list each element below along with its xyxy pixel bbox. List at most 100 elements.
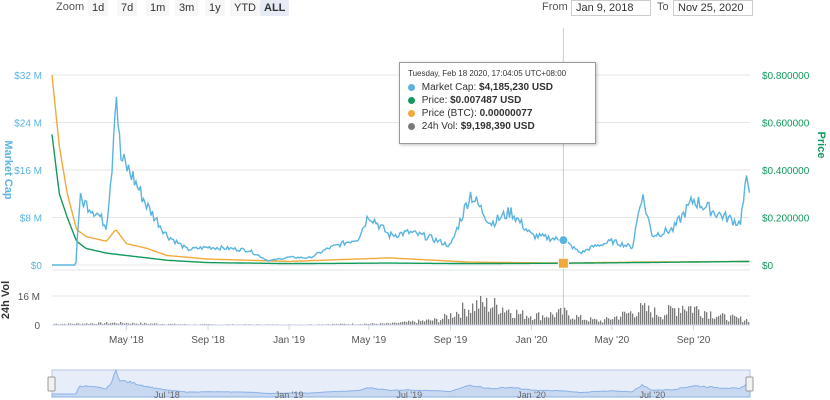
volume-bar	[144, 322, 146, 325]
volume-bar	[380, 323, 382, 325]
volume-bar	[568, 315, 570, 325]
volume-bar	[146, 323, 148, 325]
volume-bar	[546, 316, 548, 325]
volume-bar	[666, 314, 668, 325]
volume-bar	[84, 323, 86, 325]
volume-bar	[488, 311, 490, 325]
zoom-7d-button[interactable]: 7d	[117, 0, 138, 16]
zoom-1m-button[interactable]: 1m	[146, 0, 170, 16]
volume-bar	[406, 322, 408, 325]
zoom-1d-button[interactable]: 1d	[88, 0, 109, 16]
volume-bar	[394, 322, 396, 325]
to-date-input[interactable]	[673, 0, 753, 16]
volume-bar	[624, 311, 626, 325]
volume-bar	[528, 317, 530, 325]
volume-bar	[738, 318, 740, 325]
navigator-tick-label: Jul '20	[640, 390, 666, 400]
x-tick-label: May '18	[109, 335, 144, 346]
hover-markers	[557, 235, 569, 269]
volume-bar	[640, 303, 642, 325]
zoom-ytd-button[interactable]: YTD	[230, 0, 260, 16]
volume-bar	[136, 323, 138, 325]
volume-bar	[396, 323, 398, 325]
volume-bar	[742, 322, 744, 325]
volume-bar	[150, 323, 152, 325]
zoom-1y-button[interactable]: 1y	[205, 0, 225, 16]
tooltip-row-price-btc: Price (BTC): 0.00000077	[408, 107, 587, 120]
volume-bar	[628, 312, 630, 325]
volume-bar	[606, 317, 608, 325]
volume-bar	[106, 322, 108, 325]
volume-bar	[90, 323, 92, 325]
volume-bar	[434, 318, 436, 325]
left-tick-label: $0	[31, 261, 43, 272]
left-tick-label: $24 M	[14, 119, 42, 130]
volume-bar	[110, 323, 112, 325]
to-label: To	[657, 1, 669, 13]
navigator-tick-label: Jul '18	[154, 390, 180, 400]
volume-bar	[112, 322, 114, 325]
volume-bar	[510, 312, 512, 325]
volume-bar	[86, 323, 88, 325]
volume-bar	[486, 297, 488, 325]
volume-bar	[584, 319, 586, 325]
volume-bar	[538, 312, 540, 325]
volume-bar	[626, 313, 628, 325]
volume-bar	[560, 307, 562, 325]
tooltip-time: Tuesday, Feb 18 2020, 17:04:05 UTC+08:00	[408, 69, 567, 78]
volume-bar	[508, 309, 510, 325]
right-tick-label: $0	[762, 261, 774, 272]
volume-bar	[344, 323, 346, 325]
volume-bar	[500, 312, 502, 325]
zoom-3m-button[interactable]: 3m	[175, 0, 199, 16]
volume-bar	[342, 323, 344, 325]
volume-bar	[650, 312, 652, 325]
volume-bar	[100, 322, 102, 325]
volume-bar	[156, 323, 158, 325]
volume-bar	[694, 306, 696, 325]
volume-bar	[586, 320, 588, 325]
volume-bar	[736, 316, 738, 325]
volume-bar	[652, 317, 654, 325]
volume-bar	[708, 318, 710, 325]
volume-bar	[662, 319, 664, 325]
volume-bar	[132, 322, 134, 325]
volume-bar	[410, 321, 412, 325]
volume-bar	[82, 323, 84, 325]
volume-bar	[352, 323, 354, 325]
volume-bar	[390, 323, 392, 325]
volume-bar	[422, 320, 424, 325]
volume-bar	[78, 323, 80, 325]
volume-bar	[384, 323, 386, 325]
volume-bar	[462, 302, 464, 325]
volume-bar	[480, 296, 482, 325]
chart-series	[51, 74, 751, 266]
volume-bar	[502, 307, 504, 325]
volume-bar	[732, 314, 734, 325]
volume-bar	[658, 316, 660, 325]
navigator-tick-label: Jan '20	[517, 390, 546, 400]
volume-bar	[558, 309, 560, 325]
volume-bar	[368, 323, 370, 325]
price-marker	[557, 257, 569, 269]
zoom-all-button[interactable]: ALL	[260, 0, 290, 16]
volume-bar	[482, 302, 484, 325]
volume-bar	[122, 323, 124, 325]
volume-bar	[478, 308, 480, 325]
volume-bar	[602, 322, 604, 325]
volume-bar	[444, 313, 446, 325]
volume-bar	[518, 314, 520, 325]
volume-bar	[466, 316, 468, 325]
volume-bar	[734, 315, 736, 325]
volume-bar	[726, 320, 728, 325]
volume-bars	[54, 296, 750, 326]
volume-bar	[526, 315, 528, 325]
volume-bar	[446, 315, 448, 325]
volume-bar	[448, 319, 450, 325]
volume-bar	[672, 308, 674, 325]
volume-bar	[388, 323, 390, 325]
volume-bar	[744, 320, 746, 325]
volume-bar	[504, 312, 506, 325]
from-date-input[interactable]	[571, 0, 651, 16]
